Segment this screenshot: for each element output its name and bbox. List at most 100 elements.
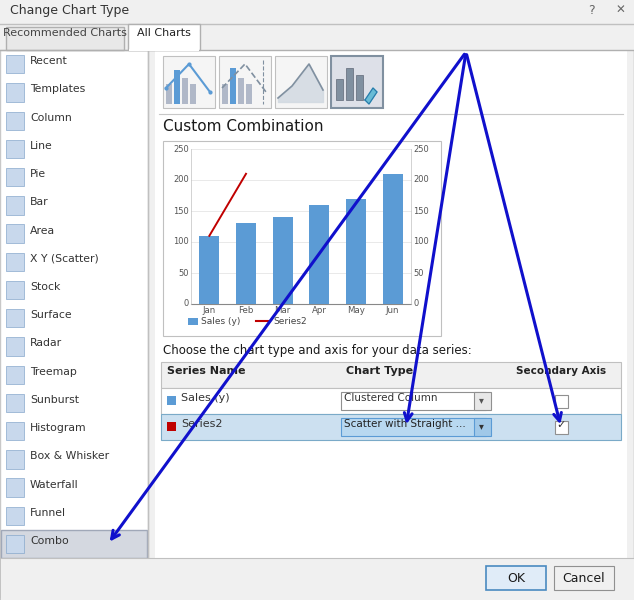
Bar xyxy=(129,49,199,51)
Bar xyxy=(0,558,634,600)
Text: 50: 50 xyxy=(413,269,424,277)
Bar xyxy=(554,566,614,590)
Bar xyxy=(166,84,172,104)
Text: 200: 200 xyxy=(173,175,189,185)
Text: Sales (y): Sales (y) xyxy=(201,317,240,326)
Bar xyxy=(273,217,293,304)
Text: 150: 150 xyxy=(413,206,429,215)
Text: Area: Area xyxy=(30,226,55,236)
Text: Mar: Mar xyxy=(275,306,291,315)
Text: Waterfall: Waterfall xyxy=(30,479,79,490)
Text: Sales (y): Sales (y) xyxy=(181,393,230,403)
Bar xyxy=(341,418,486,436)
Bar xyxy=(6,535,24,553)
Text: Treemap: Treemap xyxy=(30,367,77,377)
Bar xyxy=(246,84,252,104)
Bar xyxy=(486,566,546,590)
Bar xyxy=(336,79,343,100)
Bar xyxy=(0,24,634,50)
Text: Pie: Pie xyxy=(30,169,46,179)
Text: 100: 100 xyxy=(413,238,429,247)
Text: OK: OK xyxy=(507,571,525,584)
Text: Sunburst: Sunburst xyxy=(30,395,79,405)
Text: 50: 50 xyxy=(179,269,189,277)
Bar xyxy=(346,199,366,304)
Bar xyxy=(174,70,180,104)
Bar xyxy=(0,0,634,24)
Bar xyxy=(6,112,24,130)
Bar xyxy=(6,394,24,412)
Text: Choose the chart type and axis for your data series:: Choose the chart type and axis for your … xyxy=(163,344,472,357)
Bar xyxy=(474,418,491,436)
Bar xyxy=(0,598,634,600)
Bar xyxy=(6,224,24,243)
Bar xyxy=(188,318,198,325)
Bar xyxy=(182,78,188,104)
Text: Histogram: Histogram xyxy=(30,423,87,433)
Text: 200: 200 xyxy=(413,175,429,185)
Text: ✓: ✓ xyxy=(556,420,566,430)
Text: Chart Type: Chart Type xyxy=(346,366,413,376)
Bar xyxy=(555,395,568,408)
Text: 100: 100 xyxy=(173,238,189,247)
Text: Series Name: Series Name xyxy=(167,366,245,376)
Text: Feb: Feb xyxy=(238,306,254,315)
Text: 0: 0 xyxy=(413,299,418,308)
Text: Stock: Stock xyxy=(30,282,60,292)
Bar xyxy=(6,422,24,440)
Bar xyxy=(219,56,271,108)
Bar xyxy=(155,50,627,558)
Bar xyxy=(382,174,403,304)
Bar xyxy=(222,84,228,104)
Bar xyxy=(199,236,219,304)
Text: Apr: Apr xyxy=(312,306,327,315)
Bar xyxy=(356,75,363,100)
Bar xyxy=(6,506,24,525)
Bar xyxy=(161,414,621,440)
Bar xyxy=(6,337,24,356)
Text: Templates: Templates xyxy=(30,85,85,94)
Text: Recommended Charts: Recommended Charts xyxy=(3,28,127,38)
Bar xyxy=(6,281,24,299)
Text: Jan: Jan xyxy=(203,306,216,315)
Bar xyxy=(6,450,24,469)
Bar xyxy=(6,83,24,101)
Bar xyxy=(6,140,24,158)
Text: X Y (Scatter): X Y (Scatter) xyxy=(30,254,99,264)
Text: Box & Whisker: Box & Whisker xyxy=(30,451,109,461)
Bar xyxy=(6,168,24,187)
Bar xyxy=(309,205,330,304)
Text: Scatter with Straight ...: Scatter with Straight ... xyxy=(344,419,466,429)
Text: Radar: Radar xyxy=(30,338,62,349)
Bar xyxy=(555,421,568,434)
Text: 0: 0 xyxy=(184,299,189,308)
Bar xyxy=(346,68,353,100)
Bar xyxy=(331,56,383,108)
Bar xyxy=(6,365,24,384)
Bar xyxy=(6,27,124,50)
Bar xyxy=(167,422,176,431)
Bar xyxy=(1,530,147,558)
Text: Bar: Bar xyxy=(30,197,49,208)
Bar xyxy=(0,50,148,558)
Bar xyxy=(6,55,24,73)
Text: ▾: ▾ xyxy=(479,395,484,405)
Bar xyxy=(275,56,327,108)
Text: May: May xyxy=(347,306,365,315)
Bar xyxy=(128,24,200,50)
Text: 150: 150 xyxy=(173,206,189,215)
Text: ▾: ▾ xyxy=(479,421,484,431)
Text: Combo: Combo xyxy=(30,536,68,546)
Text: Recent: Recent xyxy=(30,56,68,66)
Text: Change Chart Type: Change Chart Type xyxy=(10,4,129,17)
Text: Clustered Column: Clustered Column xyxy=(344,393,437,403)
Text: Funnel: Funnel xyxy=(30,508,66,518)
Text: Surface: Surface xyxy=(30,310,72,320)
Bar xyxy=(6,253,24,271)
Text: ✕: ✕ xyxy=(616,4,626,17)
Text: 250: 250 xyxy=(173,145,189,154)
Bar xyxy=(238,78,244,104)
Bar xyxy=(190,84,196,104)
Bar xyxy=(163,56,215,108)
Bar xyxy=(341,392,486,410)
